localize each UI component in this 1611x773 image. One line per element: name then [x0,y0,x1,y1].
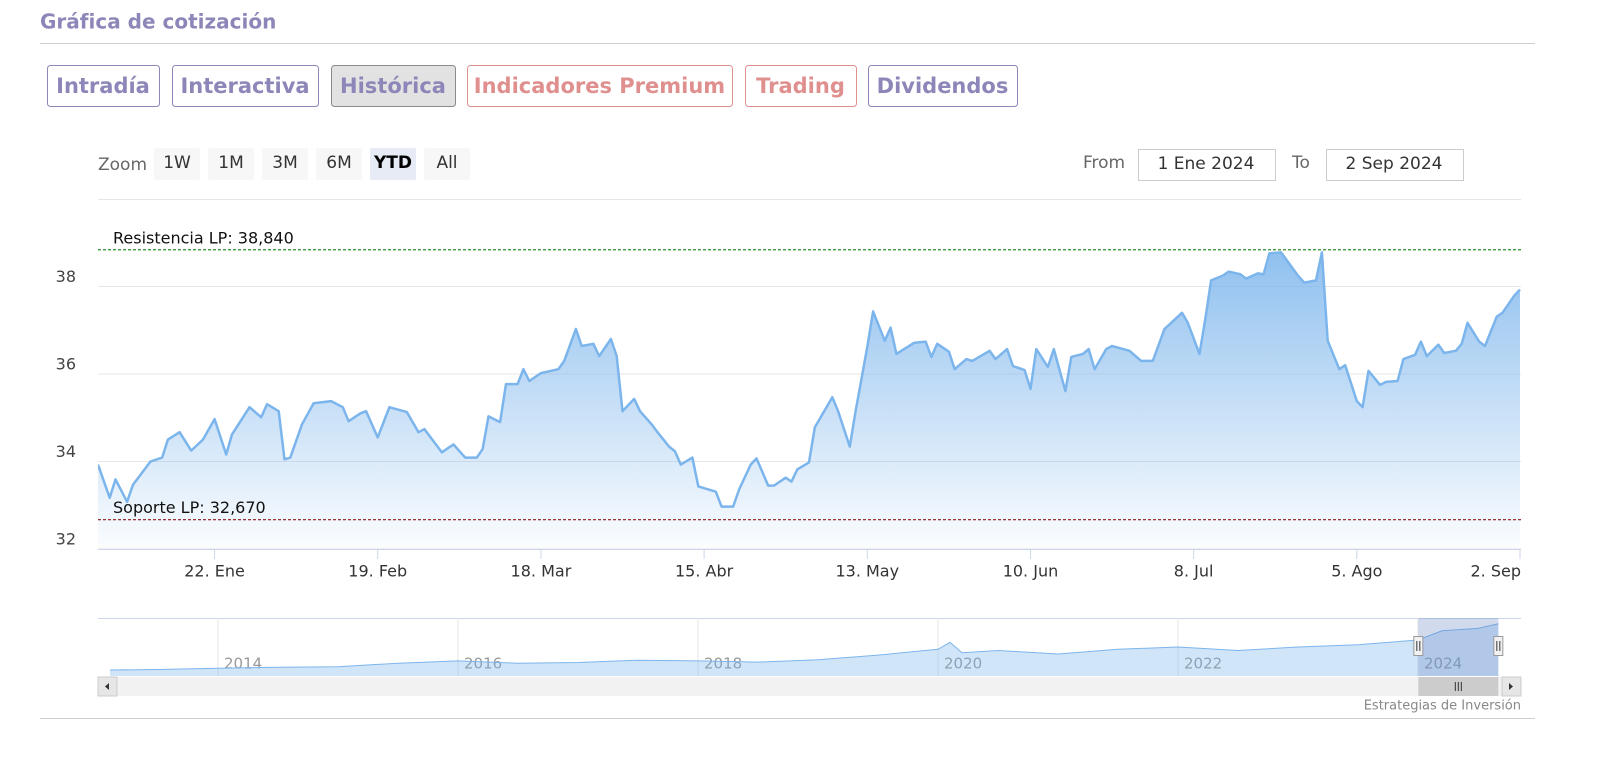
to-value[interactable]: 2 Sep 2024 [1346,154,1443,174]
price-line [98,251,1521,508]
y-tick-label: 32 [56,530,76,549]
tab[interactable] [331,65,456,107]
navigator-handle[interactable] [1493,636,1504,656]
x-tick-label: 22. Ene [184,562,245,581]
zoom-button[interactable] [208,148,254,180]
tab-label[interactable]: Trading [756,74,845,98]
zoom-button-label[interactable]: All [436,153,457,173]
tab[interactable] [745,65,857,107]
tab[interactable] [868,65,1018,107]
navigator-tick-label: 2022 [1184,655,1222,673]
from-label: From [1083,153,1125,173]
zoom-button[interactable] [424,148,470,180]
tab-label[interactable]: Histórica [340,74,446,98]
y-tick-label: 34 [56,442,76,461]
navigator-tick-label: 2020 [944,655,982,673]
price-area [98,252,1520,549]
plot-line-label: Resistencia LP: 38,840 [113,228,294,247]
navigator-selection[interactable] [1418,618,1499,676]
zoom-button-label[interactable]: 6M [326,153,351,173]
from-value[interactable]: 1 Ene 2024 [1158,154,1255,174]
section-title: Gráfica de cotización [40,10,276,34]
navigator-area [110,623,1499,676]
x-tick-label: 18. Mar [511,562,572,581]
x-tick-label: 5. Ago [1331,562,1382,581]
tab[interactable] [467,65,733,107]
tab-label[interactable]: Dividendos [877,74,1009,98]
scroll-left-arrow [105,683,109,690]
y-tick-label: 38 [56,267,76,286]
from-input[interactable] [1138,149,1276,181]
credit[interactable]: Estrategias de Inversión [1364,699,1521,714]
x-tick-label: 13. May [835,562,899,581]
x-tick-label: 2. Sep [1470,562,1521,581]
navigator-tick-label: 2016 [464,655,502,673]
navigator-tick-label: 2024 [1424,655,1462,673]
x-tick-label: 15. Abr [675,562,734,581]
tab-label[interactable]: Interactiva [180,74,309,98]
zoom-button[interactable] [370,148,416,180]
y-tick-label: 36 [56,355,76,374]
to-input[interactable] [1326,149,1464,181]
tab-label[interactable]: Intradía [56,74,150,98]
tab-label[interactable]: Indicadores Premium [474,74,725,98]
zoom-button-label[interactable]: 1M [218,153,243,173]
navigator-handle[interactable] [1413,636,1424,656]
scroll-right-arrow [1509,683,1513,690]
zoom-button-label[interactable]: YTD [373,153,412,173]
zoom-label: Zoom [98,155,147,175]
zoom-button[interactable] [262,148,308,180]
navigator-line [109,623,1499,671]
tab[interactable] [172,65,319,107]
scrollbar-track[interactable] [98,677,1521,696]
plot-line-label: Soporte LP: 32,670 [113,498,266,517]
to-label: To [1291,153,1310,173]
navigator-tick-label: 2018 [704,655,742,673]
zoom-button[interactable] [316,148,362,180]
x-tick-label: 19. Feb [348,562,407,581]
zoom-button-label[interactable]: 3M [272,153,297,173]
x-tick-label: 10. Jun [1003,562,1059,581]
x-tick-label: 8. Jul [1174,562,1214,581]
zoom-button-label[interactable]: 1W [163,153,191,173]
tab[interactable] [47,65,160,107]
zoom-button[interactable] [154,148,200,180]
